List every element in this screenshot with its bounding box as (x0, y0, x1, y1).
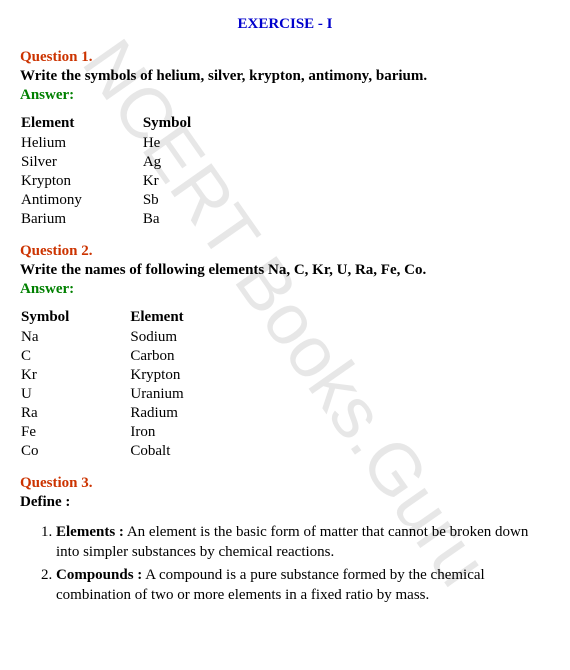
q2-label: Question 2. (20, 243, 550, 260)
q2-col2-header: Element (129, 308, 243, 328)
term-compounds: Compounds : (56, 567, 142, 583)
table-row: CCarbon (20, 347, 244, 366)
list-item: Elements : An element is the basic form … (56, 523, 550, 562)
exercise-title: EXERCISE - I (20, 16, 550, 33)
q1-answer-label: Answer: (20, 87, 550, 104)
def-elements: An element is the basic form of matter t… (56, 524, 528, 560)
table-row: CoCobalt (20, 442, 244, 461)
q3-text: Define : (20, 494, 550, 511)
page-content: EXERCISE - I Question 1. Write the symbo… (20, 16, 550, 605)
table-row: UUranium (20, 385, 244, 404)
q2-col1-header: Symbol (20, 308, 129, 328)
table-row: NaSodium (20, 328, 244, 347)
table-row: RaRadium (20, 404, 244, 423)
q3-label: Question 3. (20, 475, 550, 492)
term-elements: Elements : (56, 524, 124, 540)
q2-answer-label: Answer: (20, 281, 550, 298)
table-row: KryptonKr (20, 172, 251, 191)
table-row: FeIron (20, 423, 244, 442)
table-row: SilverAg (20, 153, 251, 172)
list-item: Compounds : A compound is a pure substan… (56, 566, 550, 605)
table-row: HeliumHe (20, 134, 251, 153)
table-row: BariumBa (20, 210, 251, 229)
table-row: KrKrypton (20, 366, 244, 385)
q1-col2-header: Symbol (142, 114, 251, 134)
q2-table: Symbol Element NaSodium CCarbon KrKrypto… (20, 308, 244, 461)
q3-definitions: Elements : An element is the basic form … (20, 523, 550, 605)
q1-label: Question 1. (20, 49, 550, 66)
q1-text: Write the symbols of helium, silver, kry… (20, 68, 550, 85)
q1-table: Element Symbol HeliumHe SilverAg Krypton… (20, 114, 251, 229)
table-row: AntimonySb (20, 191, 251, 210)
q1-col1-header: Element (20, 114, 142, 134)
q2-text: Write the names of following elements Na… (20, 262, 550, 279)
